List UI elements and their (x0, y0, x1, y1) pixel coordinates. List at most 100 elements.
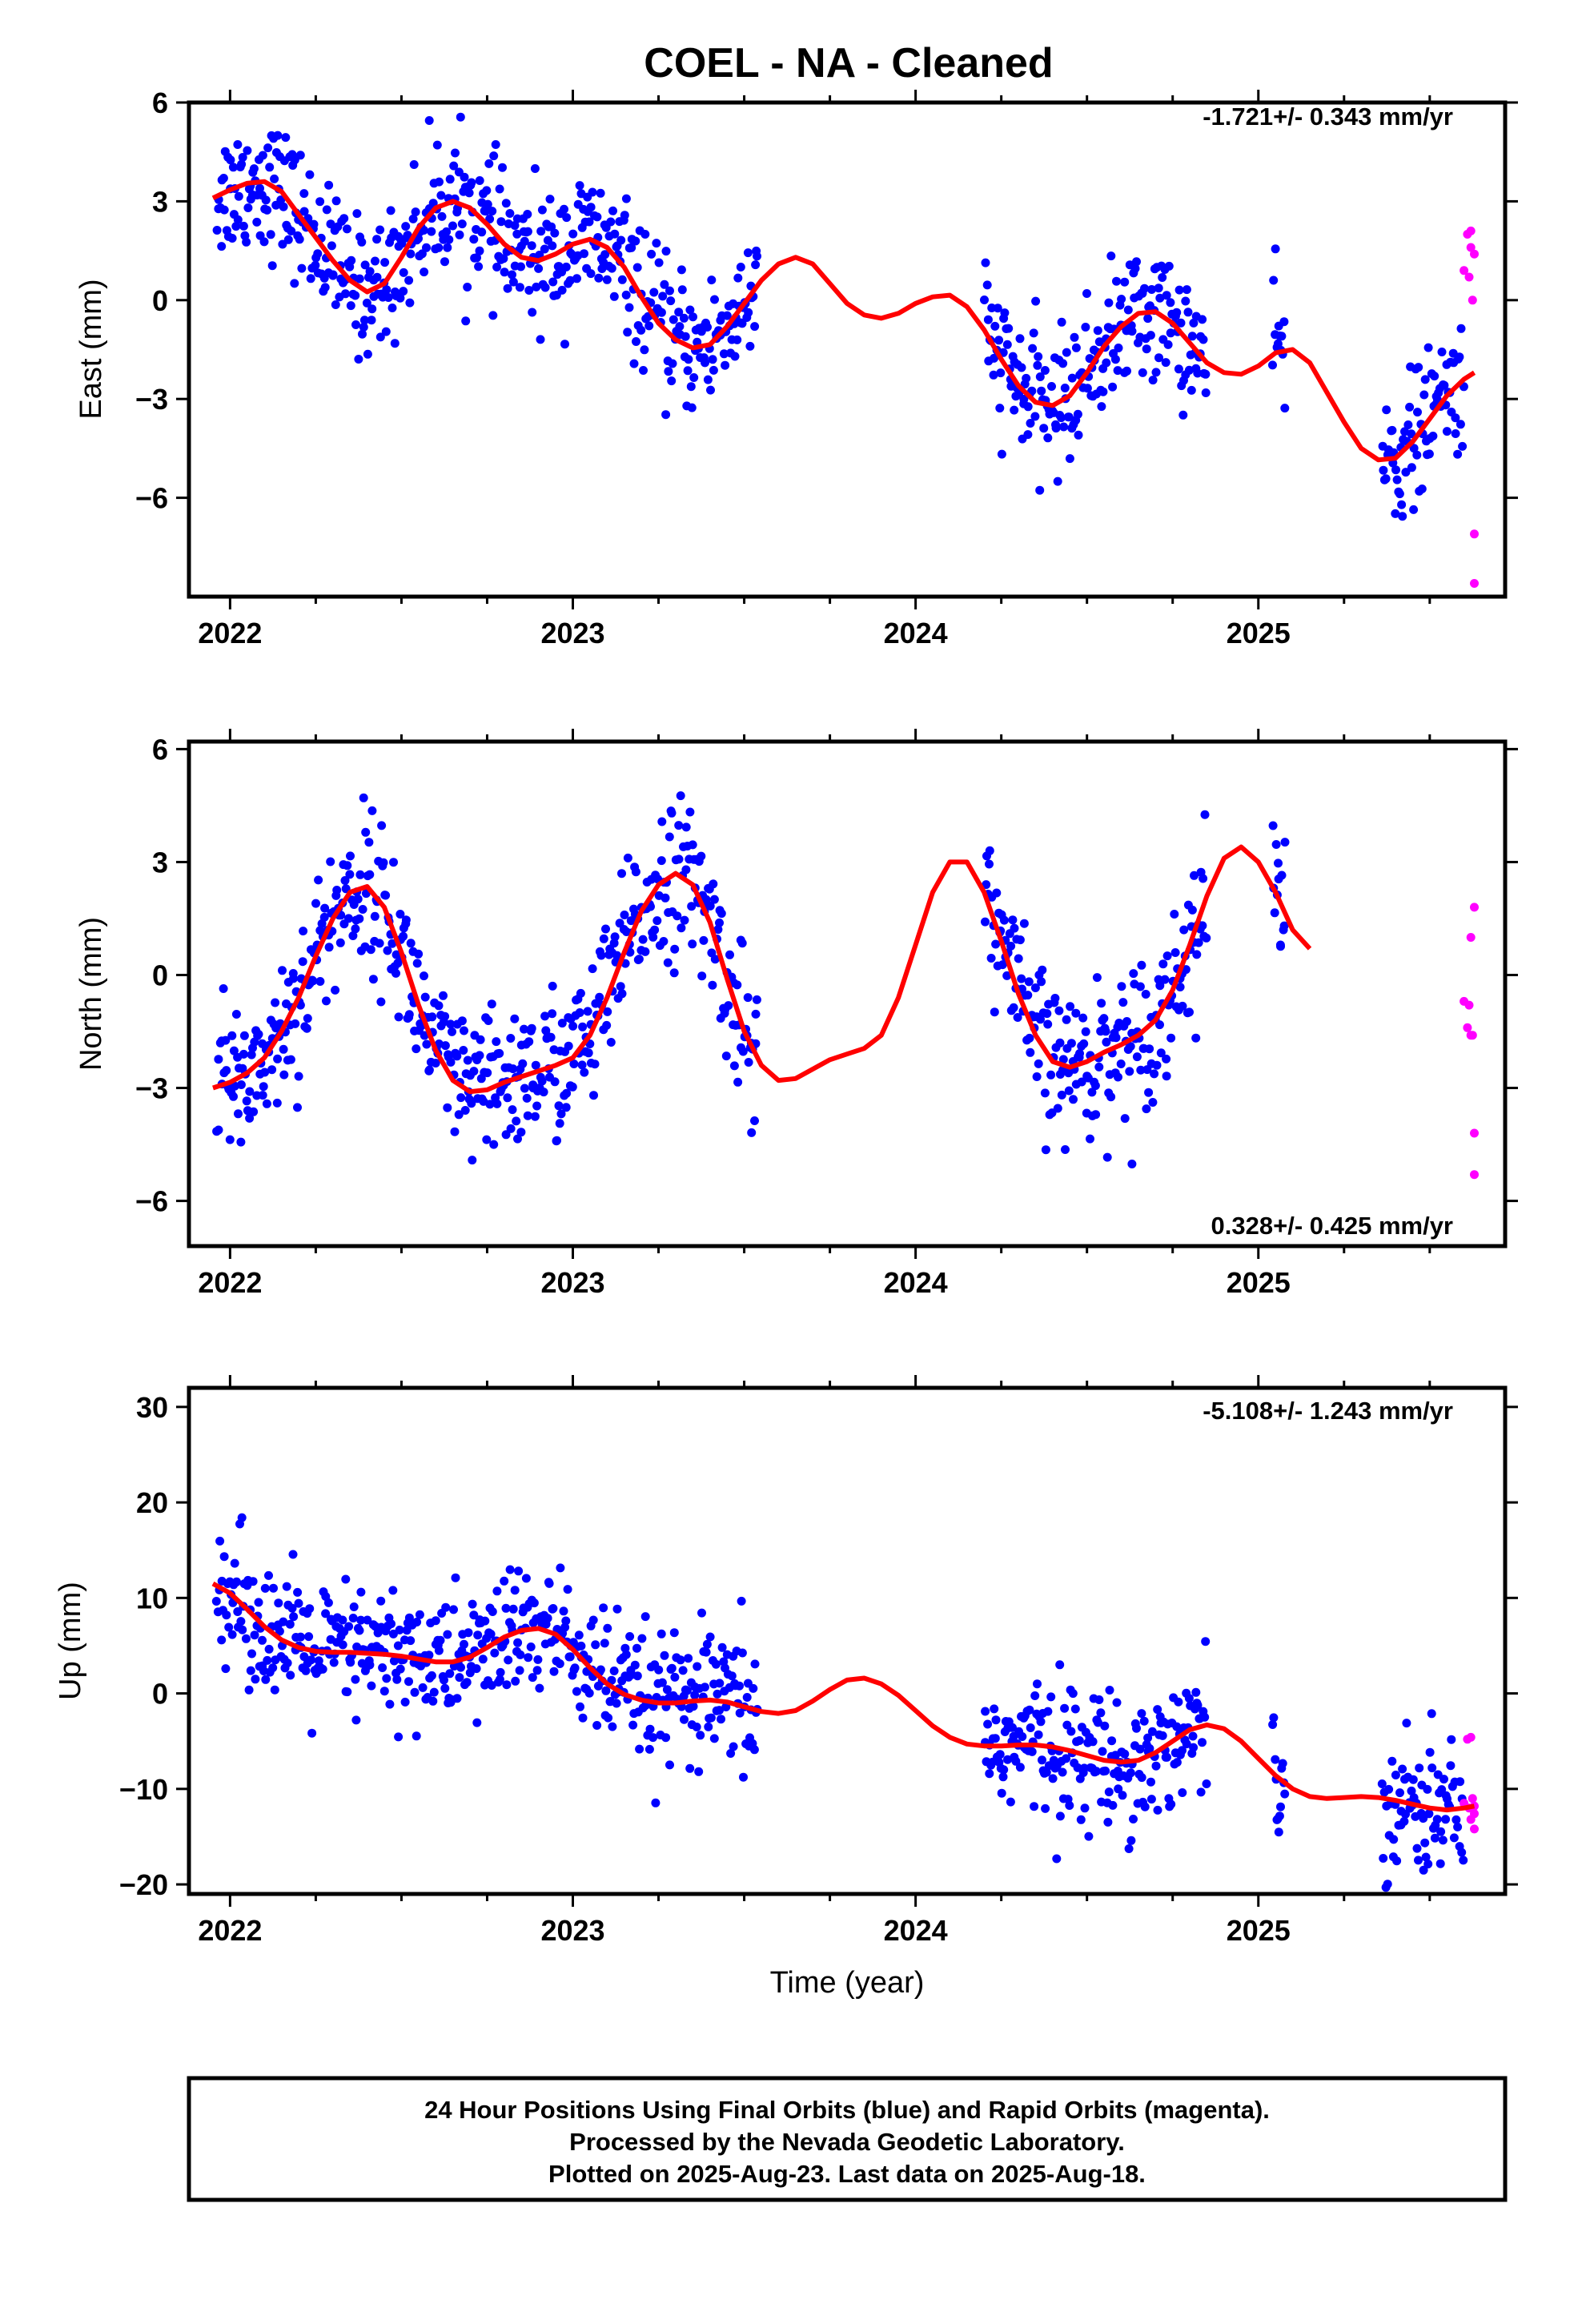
east-final-orbit-point (1151, 368, 1161, 377)
up-final-orbit-point (1070, 1704, 1080, 1714)
east-final-orbit-point (1094, 337, 1104, 347)
north-final-orbit-point (1274, 858, 1283, 868)
east-final-orbit-point (239, 221, 248, 231)
east-final-orbit-point (632, 263, 642, 272)
up-final-orbit-point (1424, 1809, 1434, 1819)
north-final-orbit-point (326, 857, 335, 866)
north-final-orbit-point (247, 1050, 256, 1059)
east-final-orbit-point (467, 178, 476, 187)
east-final-orbit-point (346, 301, 355, 311)
up-final-orbit-point (729, 1742, 738, 1751)
north-final-orbit-point (1433, 0, 1442, 5)
up-final-orbit-point (1126, 1835, 1136, 1845)
up-y-axis-label: Up (mm) (54, 1582, 87, 1700)
north-final-orbit-point (242, 1096, 251, 1106)
east-final-orbit-point (1154, 353, 1163, 363)
north-final-orbit-point (492, 1037, 501, 1047)
east-final-orbit-point (996, 368, 1006, 378)
east-final-orbit-point (737, 319, 747, 328)
north-final-orbit-point (1099, 1014, 1109, 1023)
north-final-orbit-point (1408, 0, 1417, 5)
east-final-orbit-point (313, 249, 323, 259)
up-final-orbit-point (983, 1719, 993, 1729)
north-final-orbit-point (725, 950, 734, 959)
east-final-orbit-point (545, 195, 555, 204)
up-final-orbit-point (505, 1565, 515, 1574)
north-final-orbit-point (484, 1016, 493, 1025)
up-final-orbit-point (344, 1622, 354, 1631)
north-final-orbit-point (377, 821, 387, 830)
north-final-orbit-point (1155, 981, 1165, 991)
east-final-orbit-point (1112, 276, 1121, 286)
up-final-orbit-point (750, 1659, 760, 1669)
north-final-orbit-point (221, 1035, 231, 1045)
up-final-orbit-point (709, 1734, 719, 1743)
up-rapid-orbit-point (1470, 1824, 1479, 1834)
east-final-orbit-point (586, 203, 596, 212)
north-final-orbit-point (1440, 0, 1449, 5)
up-y-tick-label: 0 (152, 1678, 168, 1711)
east-final-orbit-point (355, 274, 364, 283)
up-final-orbit-point (1439, 1775, 1448, 1784)
east-final-orbit-point (1093, 326, 1102, 336)
east-final-orbit-point (427, 227, 436, 236)
east-final-orbit-point (1279, 317, 1289, 327)
up-final-orbit-point (1147, 1727, 1157, 1736)
east-final-orbit-point (1138, 368, 1147, 377)
up-final-orbit-point (1379, 1854, 1388, 1863)
east-final-orbit-point (1060, 384, 1070, 392)
footer-line-3: Plotted on 2025-Aug-23. Last data on 202… (548, 2160, 1146, 2188)
east-final-orbit-point (1023, 430, 1033, 440)
east-final-orbit-point (1187, 332, 1197, 341)
north-final-orbit-point (1057, 1090, 1066, 1100)
north-final-orbit-point (1125, 1067, 1134, 1076)
east-final-orbit-point (445, 175, 455, 184)
north-final-orbit-point (1270, 908, 1279, 918)
up-final-orbit-point (1137, 1773, 1146, 1783)
east-final-orbit-point (424, 116, 434, 125)
north-final-orbit-point (986, 954, 996, 963)
east-final-orbit-point (1181, 296, 1191, 306)
up-final-orbit-point (301, 1666, 311, 1675)
east-final-orbit-point (540, 283, 550, 292)
east-final-orbit-point (629, 359, 639, 368)
east-y-tick-label: −6 (135, 482, 168, 515)
up-final-orbit-point (452, 1694, 462, 1703)
up-final-orbit-point (511, 1676, 520, 1686)
north-final-orbit-point (412, 959, 422, 968)
north-final-orbit-point (340, 876, 350, 885)
up-final-orbit-point (556, 1563, 565, 1573)
north-final-orbit-point (699, 935, 709, 945)
east-final-orbit-point (234, 191, 243, 201)
north-final-orbit-point (667, 808, 677, 818)
up-final-orbit-point (1100, 1721, 1110, 1731)
north-final-orbit-point (249, 1107, 259, 1116)
north-final-orbit-point (1268, 821, 1278, 830)
north-final-orbit-point (557, 1019, 567, 1028)
east-final-orbit-point (588, 187, 597, 197)
east-final-orbit-point (365, 267, 375, 276)
up-final-orbit-point (1402, 1719, 1411, 1728)
east-final-orbit-point (575, 181, 584, 191)
up-final-orbit-point (565, 1652, 575, 1662)
up-final-orbit-point (609, 1667, 619, 1675)
east-final-orbit-point (1397, 500, 1407, 509)
east-final-orbit-point (524, 286, 534, 295)
north-final-orbit-point (596, 951, 606, 960)
up-final-orbit-point (737, 1648, 747, 1658)
north-final-orbit-point (271, 998, 280, 1007)
up-final-orbit-point (692, 1723, 701, 1731)
east-final-orbit-point (1387, 425, 1397, 435)
up-final-orbit-point (465, 1668, 475, 1678)
east-final-orbit-point (1199, 335, 1208, 344)
east-final-orbit-point (1062, 348, 1071, 357)
north-x-tick-label: 2023 (540, 1266, 604, 1299)
up-final-orbit-point (1143, 1733, 1153, 1743)
up-final-orbit-point (394, 1732, 404, 1742)
north-final-orbit-point (1137, 960, 1146, 970)
up-final-orbit-point (1438, 1835, 1447, 1845)
up-final-orbit-point (1033, 1679, 1042, 1689)
east-final-orbit-point (602, 275, 612, 284)
north-final-orbit-point (1383, 0, 1391, 5)
north-final-orbit-point (1451, 0, 1460, 5)
